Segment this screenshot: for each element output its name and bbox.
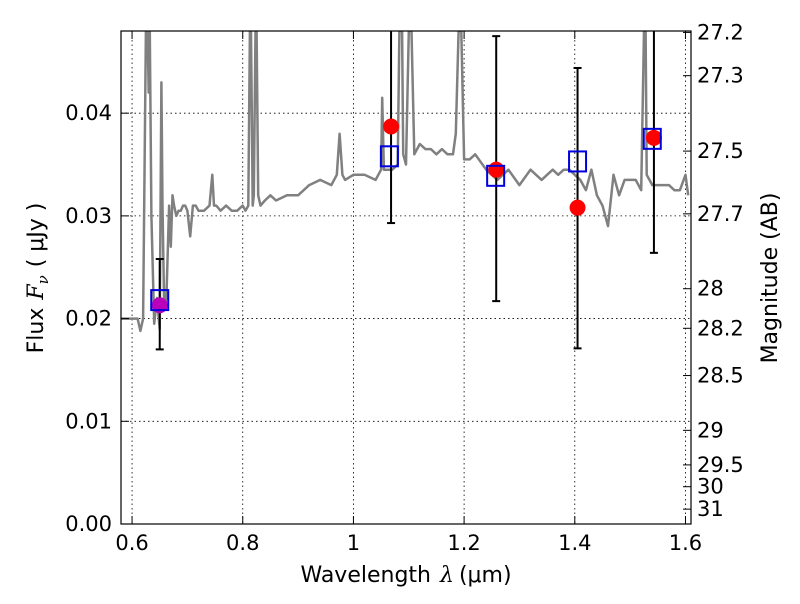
- x-tick-label: 1.4: [558, 531, 591, 555]
- x-tick-label: 1.2: [447, 531, 480, 555]
- observed-point: [569, 199, 586, 216]
- x-axis-ticks: 0.6 0.8 1 1.2 1.4 1.6: [115, 31, 702, 555]
- x-axis-label: Wavelength λ (μm): [300, 563, 511, 588]
- magnitude-tick-label: 27.3: [697, 64, 744, 88]
- magnitude-tick-label: 27.2: [697, 20, 744, 44]
- magnitude-tick-label: 29: [697, 418, 724, 442]
- magnitude-tick-label: 29.5: [697, 453, 744, 477]
- magnitude-axis-label: Magnitude (AB): [758, 193, 783, 364]
- y-tick-label: 0.01: [65, 409, 112, 433]
- y-tick-label: 0.00: [65, 512, 112, 536]
- magnitude-tick-label: 31: [697, 497, 724, 521]
- magnitude-tick-label: 27.5: [697, 139, 744, 163]
- magnitude-tick-label: 30: [697, 475, 724, 499]
- y-tick-label: 0.04: [65, 101, 112, 125]
- spectrum-line: [121, 31, 690, 333]
- x-tick-label: 1.6: [669, 531, 702, 555]
- observed-point: [488, 161, 505, 178]
- x-tick-label: 0.8: [226, 531, 259, 555]
- magnitude-tick-label: 28.5: [697, 364, 744, 388]
- model-point: [642, 127, 662, 150]
- y-axis-label: FluxFν( μJy ): [24, 203, 52, 354]
- y-axis-ticks: 0.00 0.01 0.02 0.03 0.04: [65, 101, 129, 536]
- model-point: [150, 289, 170, 312]
- model-points: [150, 127, 662, 312]
- y-tick-label: 0.02: [65, 307, 112, 331]
- plot-frame: [120, 30, 692, 525]
- x-tick-label: 0.6: [115, 531, 148, 555]
- magnitude-tick-label: 27.7: [697, 202, 744, 226]
- model-point: [379, 145, 399, 168]
- model-point: [568, 150, 588, 173]
- y-tick-label: 0.03: [65, 204, 112, 228]
- magnitude-tick-label: 28: [697, 277, 724, 301]
- model-point: [486, 164, 506, 187]
- observed-point: [383, 118, 400, 135]
- data-layer: [121, 31, 690, 351]
- observed-point: [645, 129, 662, 146]
- magnitude-tick-label: 28.2: [697, 316, 744, 340]
- x-tick-label: 1: [347, 531, 360, 555]
